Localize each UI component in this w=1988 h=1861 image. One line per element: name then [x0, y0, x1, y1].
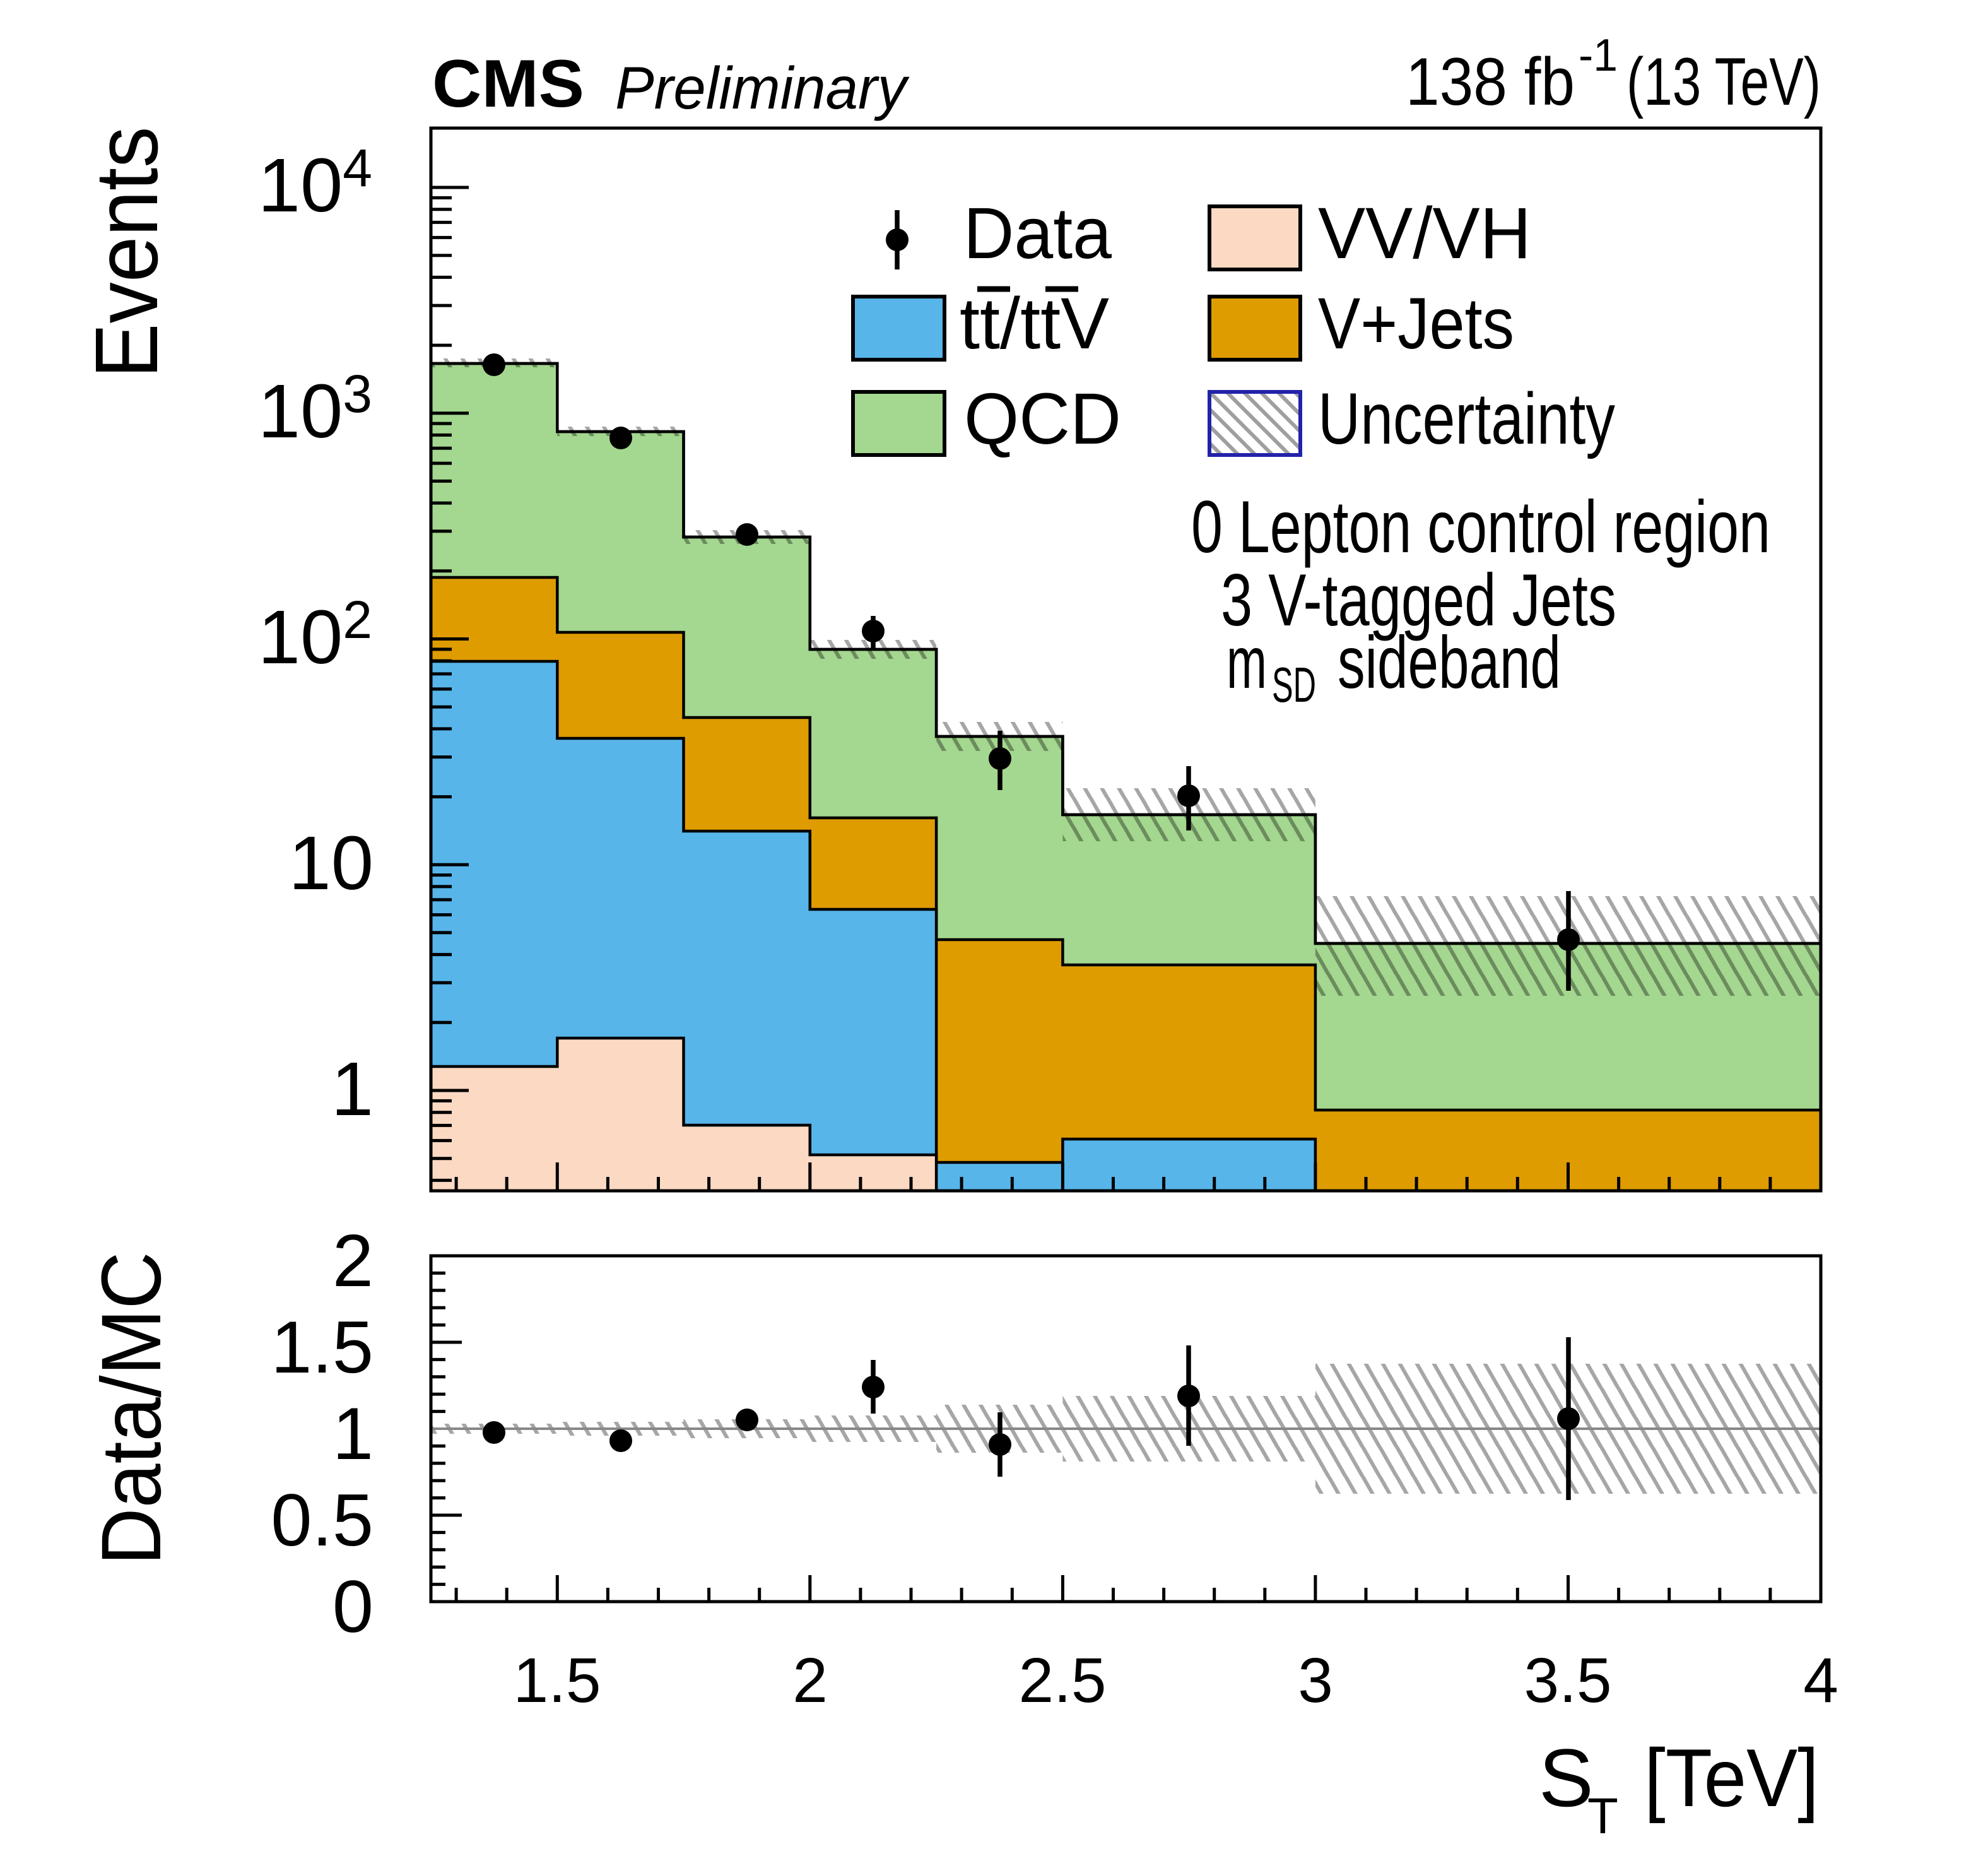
svg-text:1.5: 1.5: [513, 1645, 601, 1716]
svg-text:S: S: [1539, 1732, 1594, 1824]
svg-text:m: m: [1226, 621, 1267, 704]
svg-text:138 fb: 138 fb: [1406, 44, 1575, 119]
svg-text:VV/VH: VV/VH: [1318, 193, 1531, 274]
svg-text:10: 10: [288, 820, 373, 906]
svg-text:tt/ttV: tt/ttV: [960, 283, 1109, 364]
svg-text:(13 TeV): (13 TeV): [1626, 44, 1821, 119]
svg-text:3.5: 3.5: [1524, 1645, 1611, 1716]
svg-text:Events: Events: [76, 127, 176, 379]
svg-text:Uncertainty: Uncertainty: [1318, 379, 1615, 459]
svg-text:0 Lepton control region: 0 Lepton control region: [1191, 485, 1770, 568]
svg-text:0.5: 0.5: [271, 1479, 373, 1561]
svg-text:Preliminary: Preliminary: [615, 55, 910, 122]
svg-text:Data: Data: [963, 193, 1112, 274]
svg-text:CMS: CMS: [432, 45, 584, 121]
svg-text:Data/MC: Data/MC: [85, 1252, 179, 1566]
svg-text:[TeV]: [TeV]: [1644, 1732, 1819, 1824]
svg-text:1.5: 1.5: [271, 1306, 373, 1388]
svg-text:-1: -1: [1579, 30, 1618, 81]
svg-text:2.5: 2.5: [1018, 1645, 1106, 1716]
svg-text:QCD: QCD: [964, 379, 1121, 459]
svg-text:3 V-tagged Jets: 3 V-tagged Jets: [1221, 558, 1616, 641]
svg-text:T: T: [1587, 1788, 1618, 1844]
svg-text:1: 1: [332, 1392, 373, 1475]
svg-text:sideband: sideband: [1338, 621, 1561, 704]
svg-text:0: 0: [332, 1565, 373, 1648]
svg-text:3: 3: [1298, 1645, 1333, 1716]
svg-text:SD: SD: [1272, 657, 1316, 712]
svg-text:1: 1: [331, 1046, 373, 1131]
svg-text:2: 2: [792, 1645, 828, 1716]
svg-text:4: 4: [1803, 1645, 1838, 1716]
svg-text:V+Jets: V+Jets: [1318, 283, 1514, 364]
svg-text:2: 2: [332, 1219, 373, 1302]
